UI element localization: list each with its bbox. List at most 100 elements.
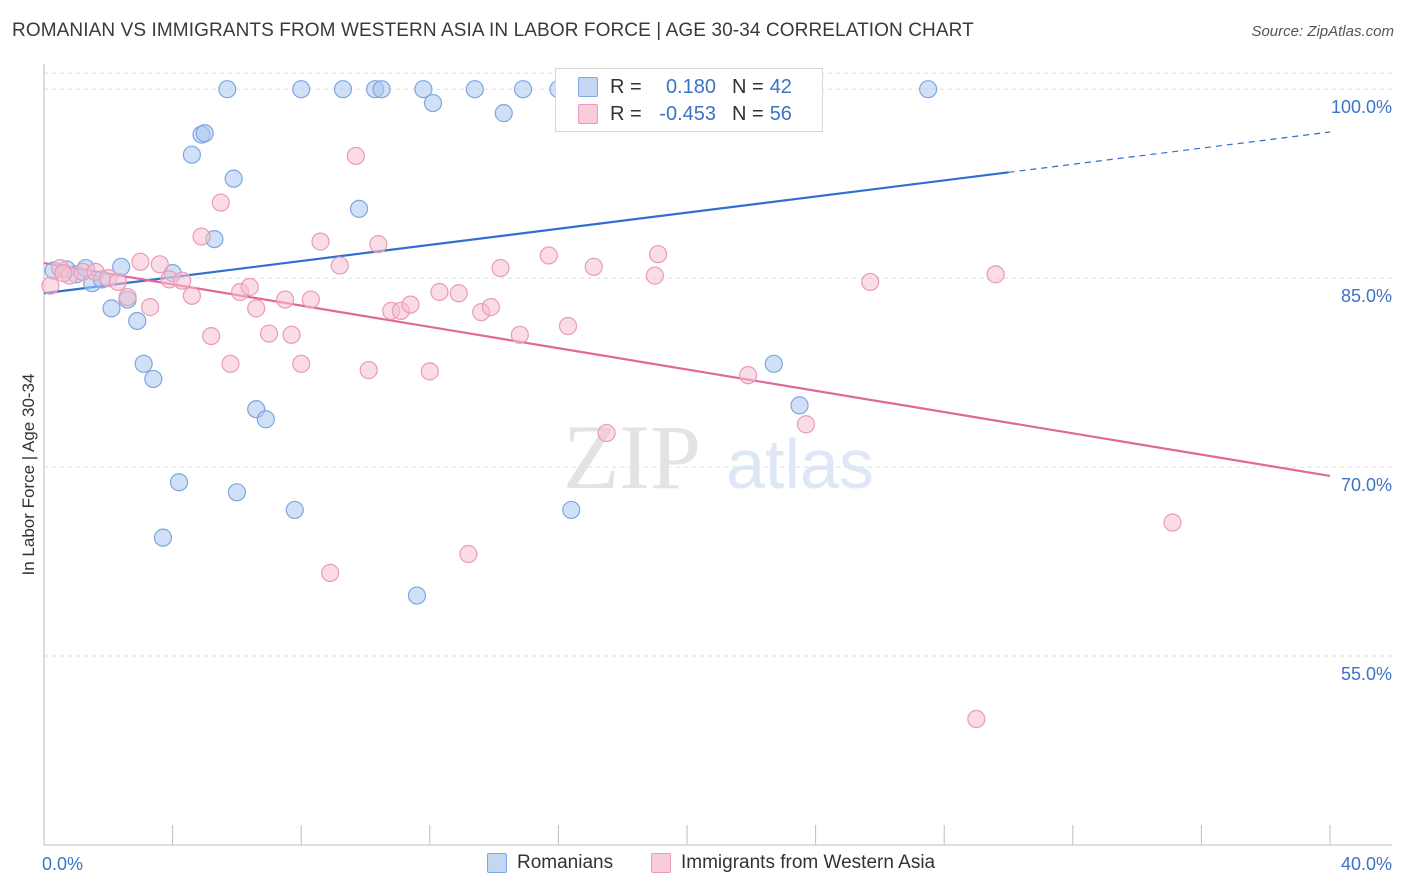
point-romanian[interactable]	[218, 80, 237, 99]
point-western-asia[interactable]	[796, 415, 816, 434]
point-western-asia[interactable]	[459, 544, 478, 564]
legend-label-romanians: Romanians	[517, 852, 614, 873]
point-western-asia[interactable]	[558, 316, 578, 336]
point-western-asia[interactable]	[346, 146, 365, 166]
point-romanian[interactable]	[227, 483, 246, 502]
y-tick-label: 100.0%	[1331, 97, 1392, 117]
point-romanian[interactable]	[333, 80, 353, 99]
point-romanian[interactable]	[134, 354, 153, 373]
point-western-asia[interactable]	[292, 354, 311, 373]
point-western-asia[interactable]	[173, 271, 192, 290]
x-tick-label: 40.0%	[1341, 854, 1392, 874]
point-western-asia[interactable]	[118, 287, 137, 307]
point-western-asia[interactable]	[986, 265, 1005, 284]
point-romanian[interactable]	[919, 80, 938, 99]
legend-n-label: N =	[732, 75, 764, 98]
point-western-asia[interactable]	[247, 299, 266, 318]
point-romanian[interactable]	[423, 93, 443, 113]
point-romanian[interactable]	[465, 80, 484, 99]
point-western-asia[interactable]	[240, 277, 259, 297]
legend-item-romanians[interactable]: Romanians	[487, 852, 613, 874]
point-romanian[interactable]	[513, 80, 533, 99]
y-tick-label: 85.0%	[1341, 286, 1392, 306]
point-western-asia[interactable]	[420, 362, 439, 381]
point-romanian[interactable]	[102, 299, 121, 318]
legend-swatch-pink	[651, 853, 671, 873]
point-romanian[interactable]	[292, 80, 311, 99]
point-western-asia[interactable]	[648, 245, 668, 264]
point-western-asia[interactable]	[321, 563, 340, 583]
source-label: Source: ZipAtlas.com	[1251, 23, 1394, 40]
point-romanian[interactable]	[128, 311, 147, 331]
grid-layer	[44, 72, 1392, 657]
point-western-asia[interactable]	[330, 256, 349, 275]
point-western-asia[interactable]	[738, 366, 758, 385]
point-western-asia[interactable]	[108, 272, 128, 292]
legend-row-romanians: R = 0.180 N = 42	[578, 76, 792, 98]
chart-title: ROMANIAN VS IMMIGRANTS FROM WESTERN ASIA…	[12, 20, 974, 41]
point-romanian[interactable]	[153, 528, 173, 547]
point-western-asia[interactable]	[301, 290, 320, 309]
point-romanian[interactable]	[349, 199, 369, 218]
point-western-asia[interactable]	[491, 258, 510, 278]
point-western-asia[interactable]	[282, 325, 301, 344]
legend-r-value: -0.453	[659, 102, 716, 125]
point-western-asia[interactable]	[276, 290, 295, 309]
point-western-asia[interactable]	[182, 286, 201, 305]
legend-r-value: 0.180	[665, 75, 716, 98]
watermark: ZIP atlas	[563, 406, 874, 508]
watermark-zip: ZIP	[563, 406, 701, 508]
point-western-asia[interactable]	[221, 354, 240, 373]
point-romanian[interactable]	[494, 104, 513, 123]
legend-item-western-asia[interactable]: Immigrants from Western Asia	[651, 852, 935, 874]
point-romanian[interactable]	[195, 124, 214, 143]
point-western-asia[interactable]	[150, 255, 169, 274]
point-romanian[interactable]	[224, 169, 243, 188]
point-western-asia[interactable]	[359, 361, 378, 380]
point-western-asia[interactable]	[597, 423, 616, 443]
point-western-asia[interactable]	[369, 235, 388, 254]
legend-swatch-blue	[578, 77, 598, 97]
point-western-asia[interactable]	[1163, 513, 1182, 532]
point-romanian[interactable]	[414, 80, 433, 99]
point-romanian[interactable]	[562, 500, 581, 520]
point-western-asia[interactable]	[202, 326, 221, 346]
point-western-asia[interactable]	[861, 272, 880, 292]
point-western-asia[interactable]	[192, 227, 211, 246]
correlation-legend: R = 0.180 N = 42 R = -0.453 N = 56	[555, 68, 823, 132]
point-romanian[interactable]	[169, 473, 189, 492]
points-layer	[41, 80, 1182, 729]
point-romanian[interactable]	[790, 396, 809, 415]
point-romanian[interactable]	[285, 500, 304, 520]
point-romanian[interactable]	[372, 80, 391, 99]
point-western-asia[interactable]	[311, 232, 330, 251]
point-western-asia[interactable]	[41, 276, 60, 295]
point-western-asia[interactable]	[401, 295, 420, 314]
legend-r-label: R =	[610, 75, 642, 98]
point-western-asia[interactable]	[54, 264, 73, 283]
y-tick-label: 55.0%	[1341, 664, 1392, 684]
x-tick-label: 0.0%	[42, 854, 83, 874]
point-western-asia[interactable]	[510, 325, 529, 344]
point-western-asia[interactable]	[584, 257, 603, 276]
point-western-asia[interactable]	[539, 246, 558, 265]
point-western-asia[interactable]	[259, 324, 279, 343]
point-western-asia[interactable]	[967, 709, 986, 729]
axis-layer	[43, 64, 1392, 846]
point-western-asia[interactable]	[140, 298, 160, 317]
legend-r-label: R =	[610, 102, 642, 125]
point-western-asia[interactable]	[449, 284, 468, 303]
point-western-asia[interactable]	[430, 282, 449, 302]
point-western-asia[interactable]	[481, 298, 500, 317]
point-western-asia[interactable]	[645, 266, 664, 285]
point-romanian[interactable]	[764, 354, 783, 373]
point-western-asia[interactable]	[131, 252, 150, 271]
point-romanian[interactable]	[144, 369, 163, 389]
label-layer: 55.0% 70.0% 85.0% 100.0% 0.0% 40.0% In Labor F…	[19, 97, 1392, 874]
point-romanian[interactable]	[182, 145, 201, 164]
point-romanian[interactable]	[256, 410, 275, 429]
point-western-asia[interactable]	[211, 193, 230, 212]
point-romanian[interactable]	[407, 586, 427, 605]
trendline-romanian-dashed	[1008, 131, 1331, 173]
legend-swatch-blue	[487, 853, 507, 873]
